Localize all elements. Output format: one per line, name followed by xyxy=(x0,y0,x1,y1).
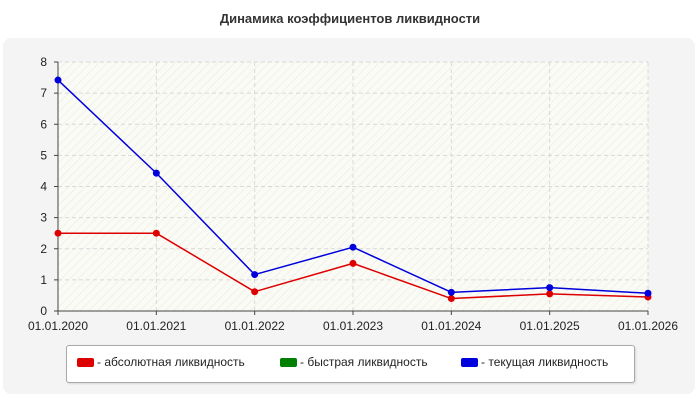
x-tick-label: 01.01.2020 xyxy=(28,319,88,333)
chart-title: Динамика коэффициентов ликвидности xyxy=(219,11,481,26)
y-tick-label: 5 xyxy=(40,148,47,162)
data-point-2-0 xyxy=(54,76,62,84)
x-tick-label: 01.01.2022 xyxy=(225,319,285,333)
data-point-0-3 xyxy=(349,259,357,267)
legend-label: - быстрая ликвидность xyxy=(300,355,428,369)
data-point-2-2 xyxy=(251,271,259,279)
legend-swatch-red xyxy=(77,357,94,367)
legend-swatch-green xyxy=(280,357,297,367)
x-tick-label: 01.01.2025 xyxy=(520,319,580,333)
data-point-2-6 xyxy=(644,289,652,297)
data-point-0-0 xyxy=(54,229,62,237)
data-point-2-5 xyxy=(546,284,554,292)
data-point-0-1 xyxy=(152,229,160,237)
data-point-0-5 xyxy=(546,290,554,298)
y-tick-label: 7 xyxy=(40,86,47,100)
y-tick-label: 4 xyxy=(40,180,47,194)
x-tick-label: 01.01.2023 xyxy=(323,319,383,333)
legend-label: - текущая ликвидность xyxy=(481,355,609,369)
grid-lines xyxy=(58,61,649,311)
tick-labels: 0 1 2 3 4 5 6 7 8 01.01.2020 01.01.2021 01.01.2022 0… xyxy=(28,55,678,333)
legend-item-absolute: - абсолютная ликвидность xyxy=(77,355,245,369)
data-point-0-4 xyxy=(447,295,455,303)
y-tick-label: 6 xyxy=(40,117,47,131)
x-tick-label: 01.01.2024 xyxy=(421,319,481,333)
y-tick-label: 0 xyxy=(40,304,47,318)
legend-item-current: - текущая ликвидность xyxy=(461,355,608,369)
x-tick-label: 01.01.2026 xyxy=(618,319,678,333)
y-tick-label: 1 xyxy=(40,273,47,287)
legend-swatch-blue xyxy=(461,357,478,367)
data-point-2-3 xyxy=(349,243,357,251)
y-tick-label: 8 xyxy=(40,55,47,69)
data-point-2-4 xyxy=(447,288,455,296)
legend-label: - абсолютная ликвидность xyxy=(97,355,245,369)
legend-item-quick: - быстрая ликвидность xyxy=(280,355,428,369)
y-tick-label: 3 xyxy=(40,211,47,225)
series-layer xyxy=(54,76,652,303)
y-tick-label: 2 xyxy=(40,242,47,256)
legend: - абсолютная ликвидность - быстрая ликви… xyxy=(66,345,635,383)
x-tick-label: 01.01.2021 xyxy=(126,319,186,333)
data-point-0-2 xyxy=(251,288,259,296)
data-point-2-1 xyxy=(152,169,160,177)
